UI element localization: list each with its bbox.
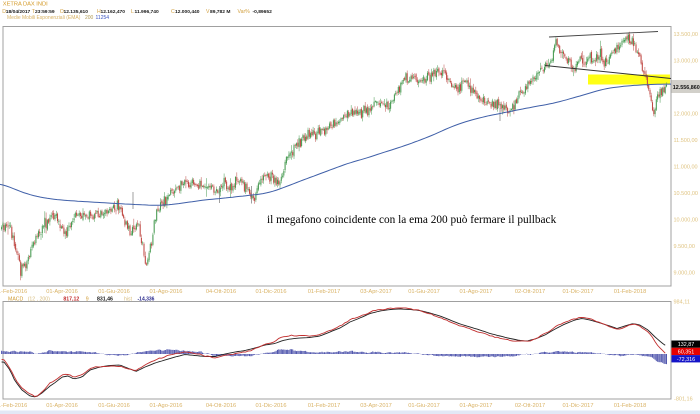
svg-text:01-Feb-2016: 01-Feb-2016 <box>0 403 27 409</box>
svg-text:01-Giu-2017: 01-Giu-2017 <box>408 289 440 295</box>
svg-text:12.556,860: 12.556,860 <box>673 85 700 91</box>
svg-text:01-Ago-2017: 01-Ago-2017 <box>460 289 493 295</box>
svg-text:11.000,00: 11.000,00 <box>674 165 698 171</box>
svg-text:9.500,00: 9.500,00 <box>674 244 695 250</box>
svg-text:01-Feb-2018: 01-Feb-2018 <box>614 403 647 409</box>
svg-text:XETRA DAX INDI: XETRA DAX INDI <box>3 1 48 7</box>
svg-text:01-Feb-2016: 01-Feb-2016 <box>0 289 27 295</box>
svg-text:02-Ott-2017: 02-Ott-2017 <box>515 289 545 295</box>
svg-text:01-Feb-2017: 01-Feb-2017 <box>308 289 341 295</box>
svg-text:01-Apr-2016: 01-Apr-2016 <box>46 403 78 409</box>
svg-text:01-Dic-2017: 01-Dic-2017 <box>563 403 594 409</box>
svg-text:01-Ago-2016: 01-Ago-2016 <box>150 403 183 409</box>
svg-text:01-Ago-2016: 01-Ago-2016 <box>150 289 183 295</box>
svg-text:10.000,00: 10.000,00 <box>674 218 698 224</box>
svg-text:01-Dic-2016: 01-Dic-2016 <box>256 289 287 295</box>
svg-text:01-Feb-2017: 01-Feb-2017 <box>308 403 341 409</box>
svg-text:9.000,00: 9.000,00 <box>674 271 695 277</box>
svg-text:il megafono coincidente con la: il megafono coincidente con la ema 200 p… <box>267 214 557 226</box>
svg-text:01-Giu-2017: 01-Giu-2017 <box>408 403 440 409</box>
svg-text:04-Ott-2016: 04-Ott-2016 <box>206 403 236 409</box>
svg-text:03-Apr-2017: 03-Apr-2017 <box>360 403 392 409</box>
svg-text:132,87: 132,87 <box>678 342 695 348</box>
svg-text:200: 200 <box>85 15 94 21</box>
svg-text:11254: 11254 <box>96 15 110 21</box>
svg-text:01-Dic-2016: 01-Dic-2016 <box>256 403 287 409</box>
svg-text:12.000,00: 12.000,00 <box>674 112 698 118</box>
svg-text:01-Apr-2016: 01-Apr-2016 <box>46 289 78 295</box>
svg-text:01-Dic-2017: 01-Dic-2017 <box>563 289 594 295</box>
svg-text:10.500,00: 10.500,00 <box>674 191 698 197</box>
svg-text:01-Feb-2018: 01-Feb-2018 <box>614 289 647 295</box>
svg-text:01-Giu-2016: 01-Giu-2016 <box>98 289 130 295</box>
svg-text:13.500,00: 13.500,00 <box>674 32 698 38</box>
svg-text:-72,316: -72,316 <box>677 357 695 363</box>
svg-text:60,351: 60,351 <box>678 350 695 356</box>
svg-text:11.500,00: 11.500,00 <box>674 138 698 144</box>
svg-text:01-Ago-2017: 01-Ago-2017 <box>460 403 493 409</box>
svg-text:-801,16: -801,16 <box>674 397 693 403</box>
svg-text:04-Ott-2016: 04-Ott-2016 <box>206 289 236 295</box>
svg-text:02-Ott-2017: 02-Ott-2017 <box>515 403 545 409</box>
svg-text:Medie Mobili Esponenziali (EMA: Medie Mobili Esponenziali (EMA) <box>7 15 81 21</box>
svg-text:13.000,00: 13.000,00 <box>674 59 698 65</box>
svg-text:984,11: 984,11 <box>674 300 690 306</box>
svg-text:01-Giu-2016: 01-Giu-2016 <box>98 403 130 409</box>
svg-text:03-Apr-2017: 03-Apr-2017 <box>360 289 392 295</box>
